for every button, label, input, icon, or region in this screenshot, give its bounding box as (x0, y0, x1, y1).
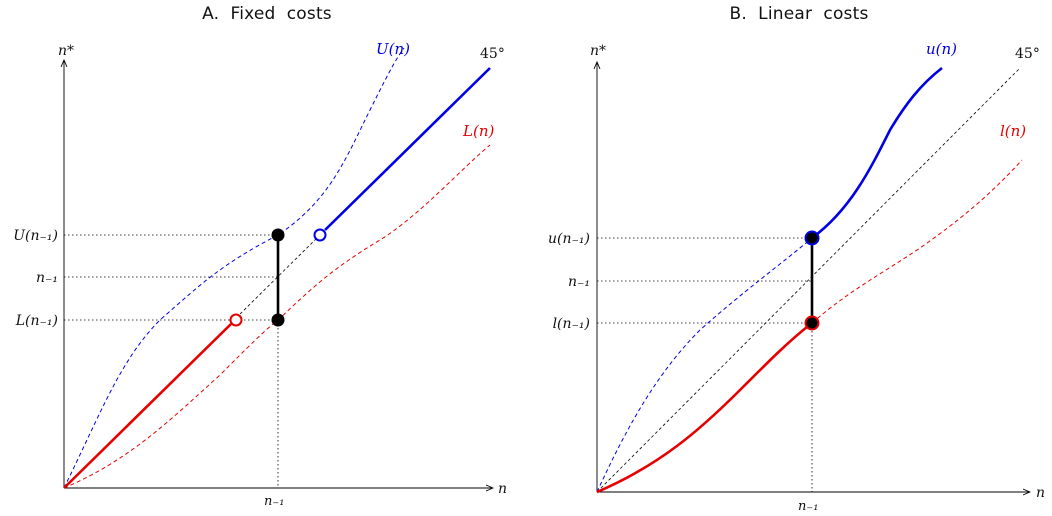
panel-b-lower-label: l(n) (1000, 122, 1026, 140)
panel-a-upper-label: U(n) (376, 40, 410, 58)
panel-b-lower-solid (596, 321, 813, 494)
panel-a-title: A. Fixed costs (202, 4, 332, 24)
panel-a-x-tick-label: n₋₁ (264, 494, 284, 509)
panel-b-y-axis-label: n* (590, 43, 606, 59)
panel-a-dot-upper (271, 228, 285, 242)
panel-a-diagonal-label: 45° (480, 46, 505, 62)
panel-b-upper-curve-dashed (596, 237, 813, 493)
panel-a-y-tick-upper: U(n₋₁) (13, 228, 58, 244)
panel-b-upper-solid (811, 66, 943, 240)
panel-b-diagonal-dashed (596, 67, 1021, 493)
panel-a-lower-solid (63, 323, 232, 489)
panel-b: n* n n₋₁ u(n) l(n) 45° u(n₋₁) n₋₁ l(n₋₁) (548, 40, 1045, 514)
panel-a-upper-solid (324, 67, 491, 231)
panel-a-dot-lower (271, 313, 285, 327)
panel-b-diagonal-label: 45° (1015, 46, 1040, 62)
panel-a-y-tick-middle: n₋₁ (36, 270, 58, 286)
panel-a: n* n n₋₁ U(n) L(n) 45° U(n₋₁) n₋₁ L(n₋₁) (13, 40, 507, 509)
panel-b-lower-curve-dashed (811, 159, 1023, 324)
panel-a-open-lower (229, 313, 243, 327)
panel-b-dot-upper (804, 230, 820, 246)
panel-a-open-upper (313, 228, 327, 242)
panel-a-y-axis-label: n* (58, 43, 74, 59)
panel-a-x-axis-label: n (498, 481, 507, 497)
panel-b-x-tick-label: n₋₁ (798, 499, 818, 514)
panel-b-upper-label: u(n) (926, 40, 957, 58)
panel-b-x-axis-label: n (1036, 485, 1045, 501)
panel-a-y-tick-lower: L(n₋₁) (15, 313, 58, 329)
panel-b-y-tick-lower: l(n₋₁) (553, 316, 590, 332)
panel-b-y-tick-upper: u(n₋₁) (548, 231, 590, 247)
panel-b-title: B. Linear costs (729, 4, 869, 24)
panel-a-lower-label: L(n) (462, 122, 494, 140)
panel-b-y-tick-middle: n₋₁ (568, 274, 590, 290)
panel-a-upper-curve (63, 47, 405, 489)
panel-b-dot-lower (804, 315, 820, 331)
